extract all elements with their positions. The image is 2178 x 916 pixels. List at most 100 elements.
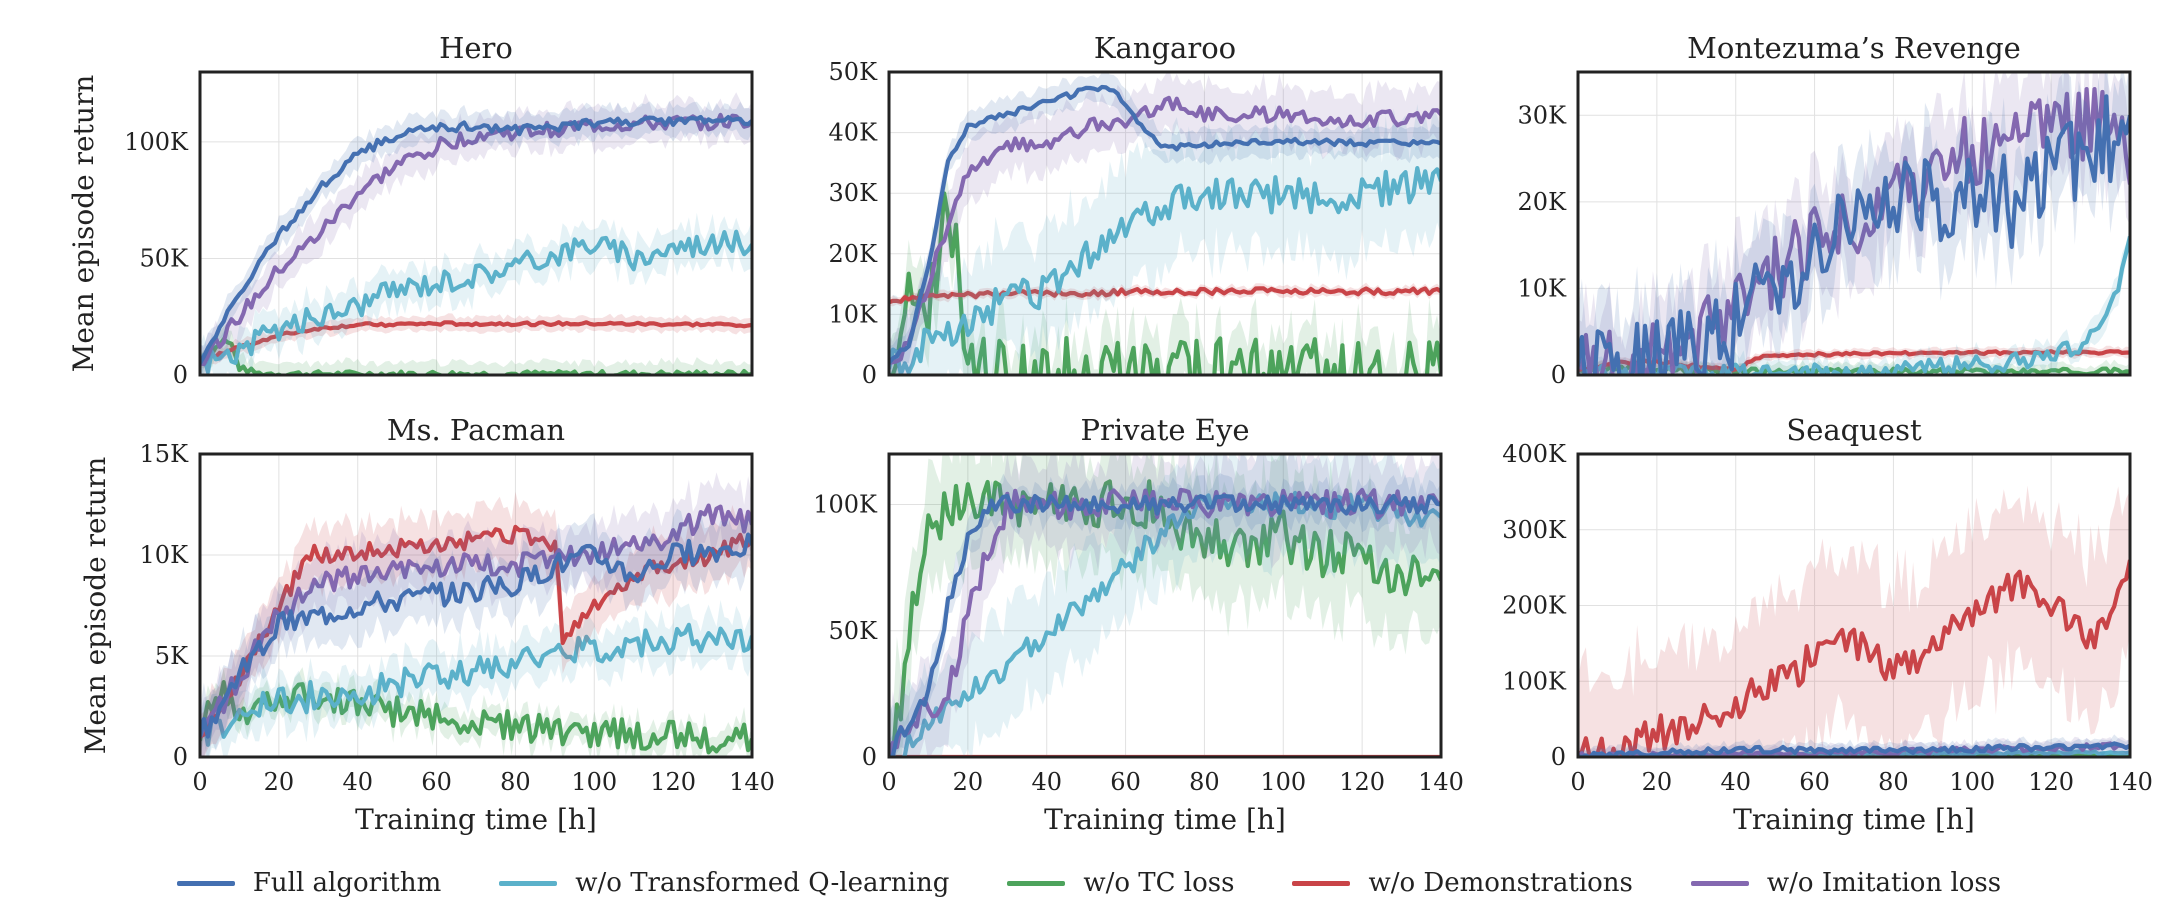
- series-line-full-algorithm: [889, 84, 1441, 365]
- x-tick-label: 140: [2107, 768, 2153, 796]
- series-line-w-o-demonstrations: [200, 320, 752, 363]
- legend-item-w-o-tc-loss: w/o TC loss: [1007, 868, 1234, 898]
- series-line-w-o-imitation-loss: [889, 95, 1441, 365]
- y-axis-label: Mean episode return: [67, 75, 100, 373]
- y-tick-label: 200K: [1502, 592, 1567, 620]
- legend-item-w-o-demonstrations: w/o Demonstrations: [1292, 868, 1633, 898]
- panel-frame: [198, 70, 754, 377]
- x-tick-label: 60: [1110, 768, 1141, 796]
- x-tick-label: 20: [953, 768, 984, 796]
- series-line-w-o-tc-loss: [889, 191, 1441, 375]
- x-tick-label: 120: [650, 768, 696, 796]
- x-tick-label: 120: [2028, 768, 2074, 796]
- legend-line-icon: [499, 880, 558, 886]
- x-tick-label: 140: [1418, 768, 1464, 796]
- series-line-w-o-imitation-loss: [1578, 87, 2130, 375]
- band-w-o-transformed-q-learning: [889, 103, 1441, 375]
- y-tick-label: 0: [1551, 743, 1566, 771]
- y-tick-label: 0: [862, 361, 877, 389]
- y-tick-label: 0: [173, 361, 188, 389]
- band-full-algorithm: [889, 72, 1441, 375]
- band-full-algorithm: [889, 473, 1441, 757]
- plot-area: [200, 92, 752, 375]
- x-tick-label: 140: [729, 768, 775, 796]
- series-line-w-o-tc-loss: [889, 479, 1441, 757]
- x-tick-label: 100: [1949, 768, 1995, 796]
- legend-item-w-o-transformed-q-learning: w/o Transformed Q-learning: [499, 868, 949, 898]
- series-line-full-algorithm: [1578, 741, 2130, 757]
- series-line-w-o-transformed-q-learning: [1578, 236, 2130, 375]
- band-w-o-transformed-q-learning: [200, 212, 752, 375]
- legend-item-w-o-imitation-loss: w/o Imitation loss: [1690, 868, 2001, 898]
- legend-line-icon: [176, 880, 235, 886]
- panel-title: Ms. Pacman: [387, 413, 565, 447]
- y-tick-label: 300K: [1502, 516, 1567, 544]
- x-tick-label: 80: [1878, 768, 1909, 796]
- x-tick-label: 40: [1720, 768, 1751, 796]
- series-line-w-o-tc-loss: [200, 680, 752, 755]
- y-tick-label: 100K: [813, 491, 878, 519]
- band-w-o-tc-loss: [200, 325, 752, 375]
- x-axis-label: Training time [h]: [355, 803, 597, 836]
- legend-item-full-algorithm: Full algorithm: [176, 868, 442, 898]
- y-tick-label: 10K: [1518, 274, 1568, 302]
- panel-frame: [198, 452, 754, 759]
- y-tick-label: 15K: [140, 440, 190, 468]
- panel-4: Ms. Pacman 0 5K 10K 15K 0 20 40 60 80 100 120 140 Tra…: [79, 413, 775, 836]
- y-tick-label: 0: [1551, 361, 1566, 389]
- y-tick-label: 50K: [829, 617, 879, 645]
- legend-label: w/o TC loss: [1083, 868, 1235, 898]
- plot-area: [1578, 72, 2130, 375]
- x-tick-label: 80: [1189, 768, 1220, 796]
- y-tick-label: 20K: [1518, 188, 1568, 216]
- band-w-o-demonstrations: [200, 491, 752, 757]
- legend-line-icon: [1690, 880, 1749, 886]
- x-tick-label: 60: [1799, 768, 1830, 796]
- plot-area: [1578, 485, 2130, 757]
- series-line-full-algorithm: [1578, 94, 2130, 375]
- legend-label: w/o Transformed Q-learning: [575, 868, 950, 898]
- series-line-full-algorithm: [200, 114, 752, 365]
- band-w-o-transformed-q-learning: [200, 600, 752, 757]
- panel-title: Montezuma’s Revenge: [1687, 31, 2021, 65]
- y-tick-label: 100K: [1502, 667, 1567, 695]
- panel-3: Montezuma’s Revenge 0 10K 20K 30K: [1518, 31, 2132, 389]
- y-tick-label: 40K: [829, 119, 879, 147]
- figure: Hero 0 50K 100K Mean episode return Kangaroo 0…: [67, 31, 2153, 836]
- series-line-w-o-transformed-q-learning: [200, 229, 752, 375]
- legend: Full algorithm w/o Transformed Q-learning…: [0, 855, 2178, 911]
- x-tick-label: 0: [1570, 768, 1585, 796]
- x-tick-label: 40: [1031, 768, 1062, 796]
- panel-title: Kangaroo: [1094, 31, 1236, 65]
- panel-title: Private Eye: [1080, 413, 1249, 447]
- panel-2: Kangaroo 0 10K 20K 30K 40K 50K: [829, 31, 1443, 389]
- y-tick-label: 30K: [1518, 101, 1568, 129]
- x-axis-label: Training time [h]: [1044, 803, 1286, 836]
- series-line-full-algorithm: [889, 493, 1441, 757]
- x-tick-label: 80: [500, 768, 531, 796]
- panel-6: Seaquest 0 100K 200K 300K 400K 0 20 40 60 80 100 120…: [1502, 413, 2153, 836]
- legend-label: Full algorithm: [252, 868, 442, 898]
- band-w-o-demonstrations: [1578, 485, 2130, 757]
- panel-title: Hero: [439, 31, 513, 65]
- series-line-w-o-transformed-q-learning: [200, 622, 752, 747]
- x-tick-label: 40: [342, 768, 373, 796]
- x-tick-label: 60: [421, 768, 452, 796]
- panel-5: Private Eye 0 50K 100K 0 20 40 60 80 100 120 140 Tra…: [813, 413, 1464, 836]
- y-tick-label: 10K: [140, 541, 190, 569]
- band-w-o-transformed-q-learning: [889, 454, 1441, 757]
- panel-title: Seaquest: [1786, 413, 1922, 447]
- x-tick-label: 120: [1339, 768, 1385, 796]
- y-tick-label: 0: [862, 743, 877, 771]
- y-tick-label: 10K: [829, 300, 879, 328]
- panel-frame: [1576, 70, 2132, 377]
- series-line-w-o-demonstrations: [889, 286, 1441, 305]
- legend-label: w/o Demonstrations: [1368, 868, 1633, 898]
- y-tick-label: 30K: [829, 179, 879, 207]
- band-w-o-imitation-loss: [889, 454, 1441, 757]
- series-line-full-algorithm: [200, 532, 752, 739]
- y-tick-label: 50K: [140, 244, 190, 272]
- band-full-algorithm: [200, 100, 752, 375]
- x-tick-label: 20: [1642, 768, 1673, 796]
- legend-line-icon: [1292, 880, 1351, 886]
